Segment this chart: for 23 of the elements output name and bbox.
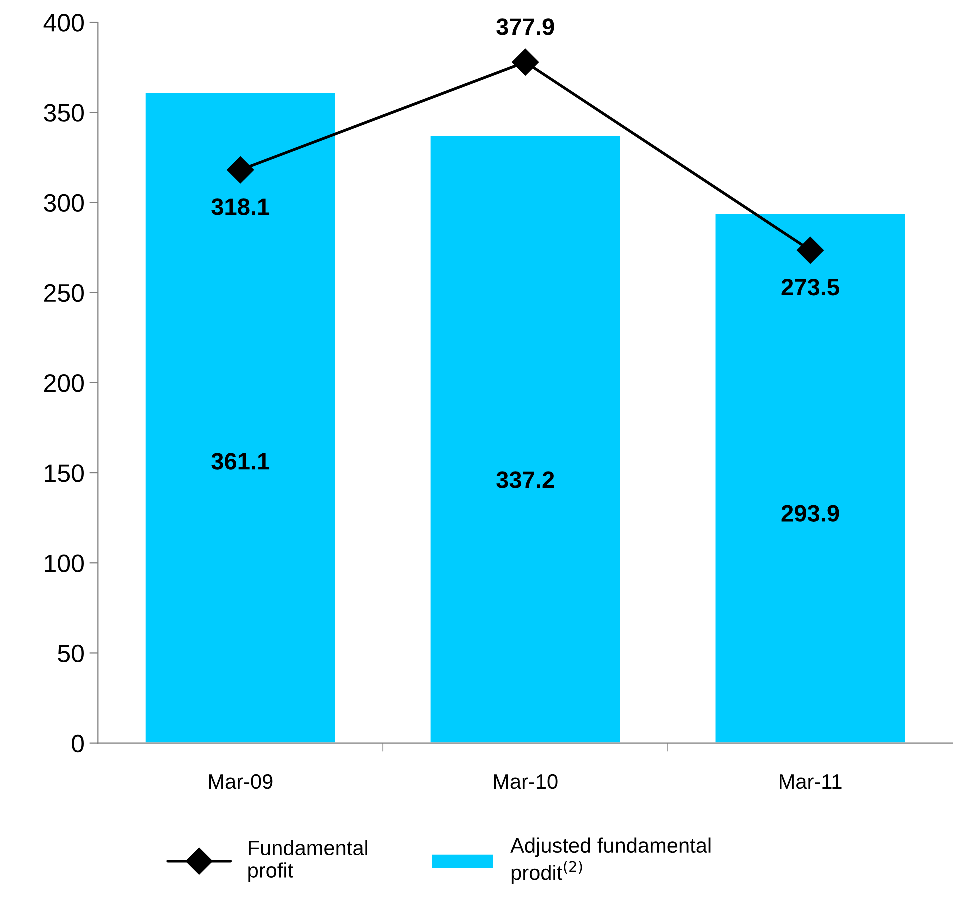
point: [797, 237, 824, 264]
legend-label: Adjusted fundamental prodit$^{(2)}$: [510, 838, 711, 884]
y-tick-label: 150: [45, 464, 84, 482]
data-label: 337.2: [496, 472, 554, 488]
data-label: 273.5: [782, 278, 840, 296]
y-tick-label: 400: [44, 14, 84, 32]
y-tick-label: 50: [58, 644, 84, 663]
data-label: 318.1: [212, 198, 270, 216]
point: [512, 48, 540, 76]
legend-label: Fundamental profit: [248, 840, 368, 882]
x-tick-label: Mar-09: [209, 774, 273, 790]
y-tick-label: 300: [44, 194, 84, 212]
x-tick-label: Mar-11: [780, 774, 842, 790]
data-label: 293.9: [782, 505, 840, 522]
x-tick-label: Mar-10: [494, 774, 558, 790]
data-label: 361.1: [212, 453, 270, 470]
data-label: 377.9: [496, 18, 554, 36]
y-tick-label: 350: [44, 104, 84, 122]
y-tick-label: 250: [44, 284, 84, 302]
y-tick-label: 100: [45, 554, 84, 572]
y-tick-label: 0: [72, 734, 84, 753]
y-tick-label: 200: [44, 374, 84, 392]
point: [227, 156, 254, 184]
